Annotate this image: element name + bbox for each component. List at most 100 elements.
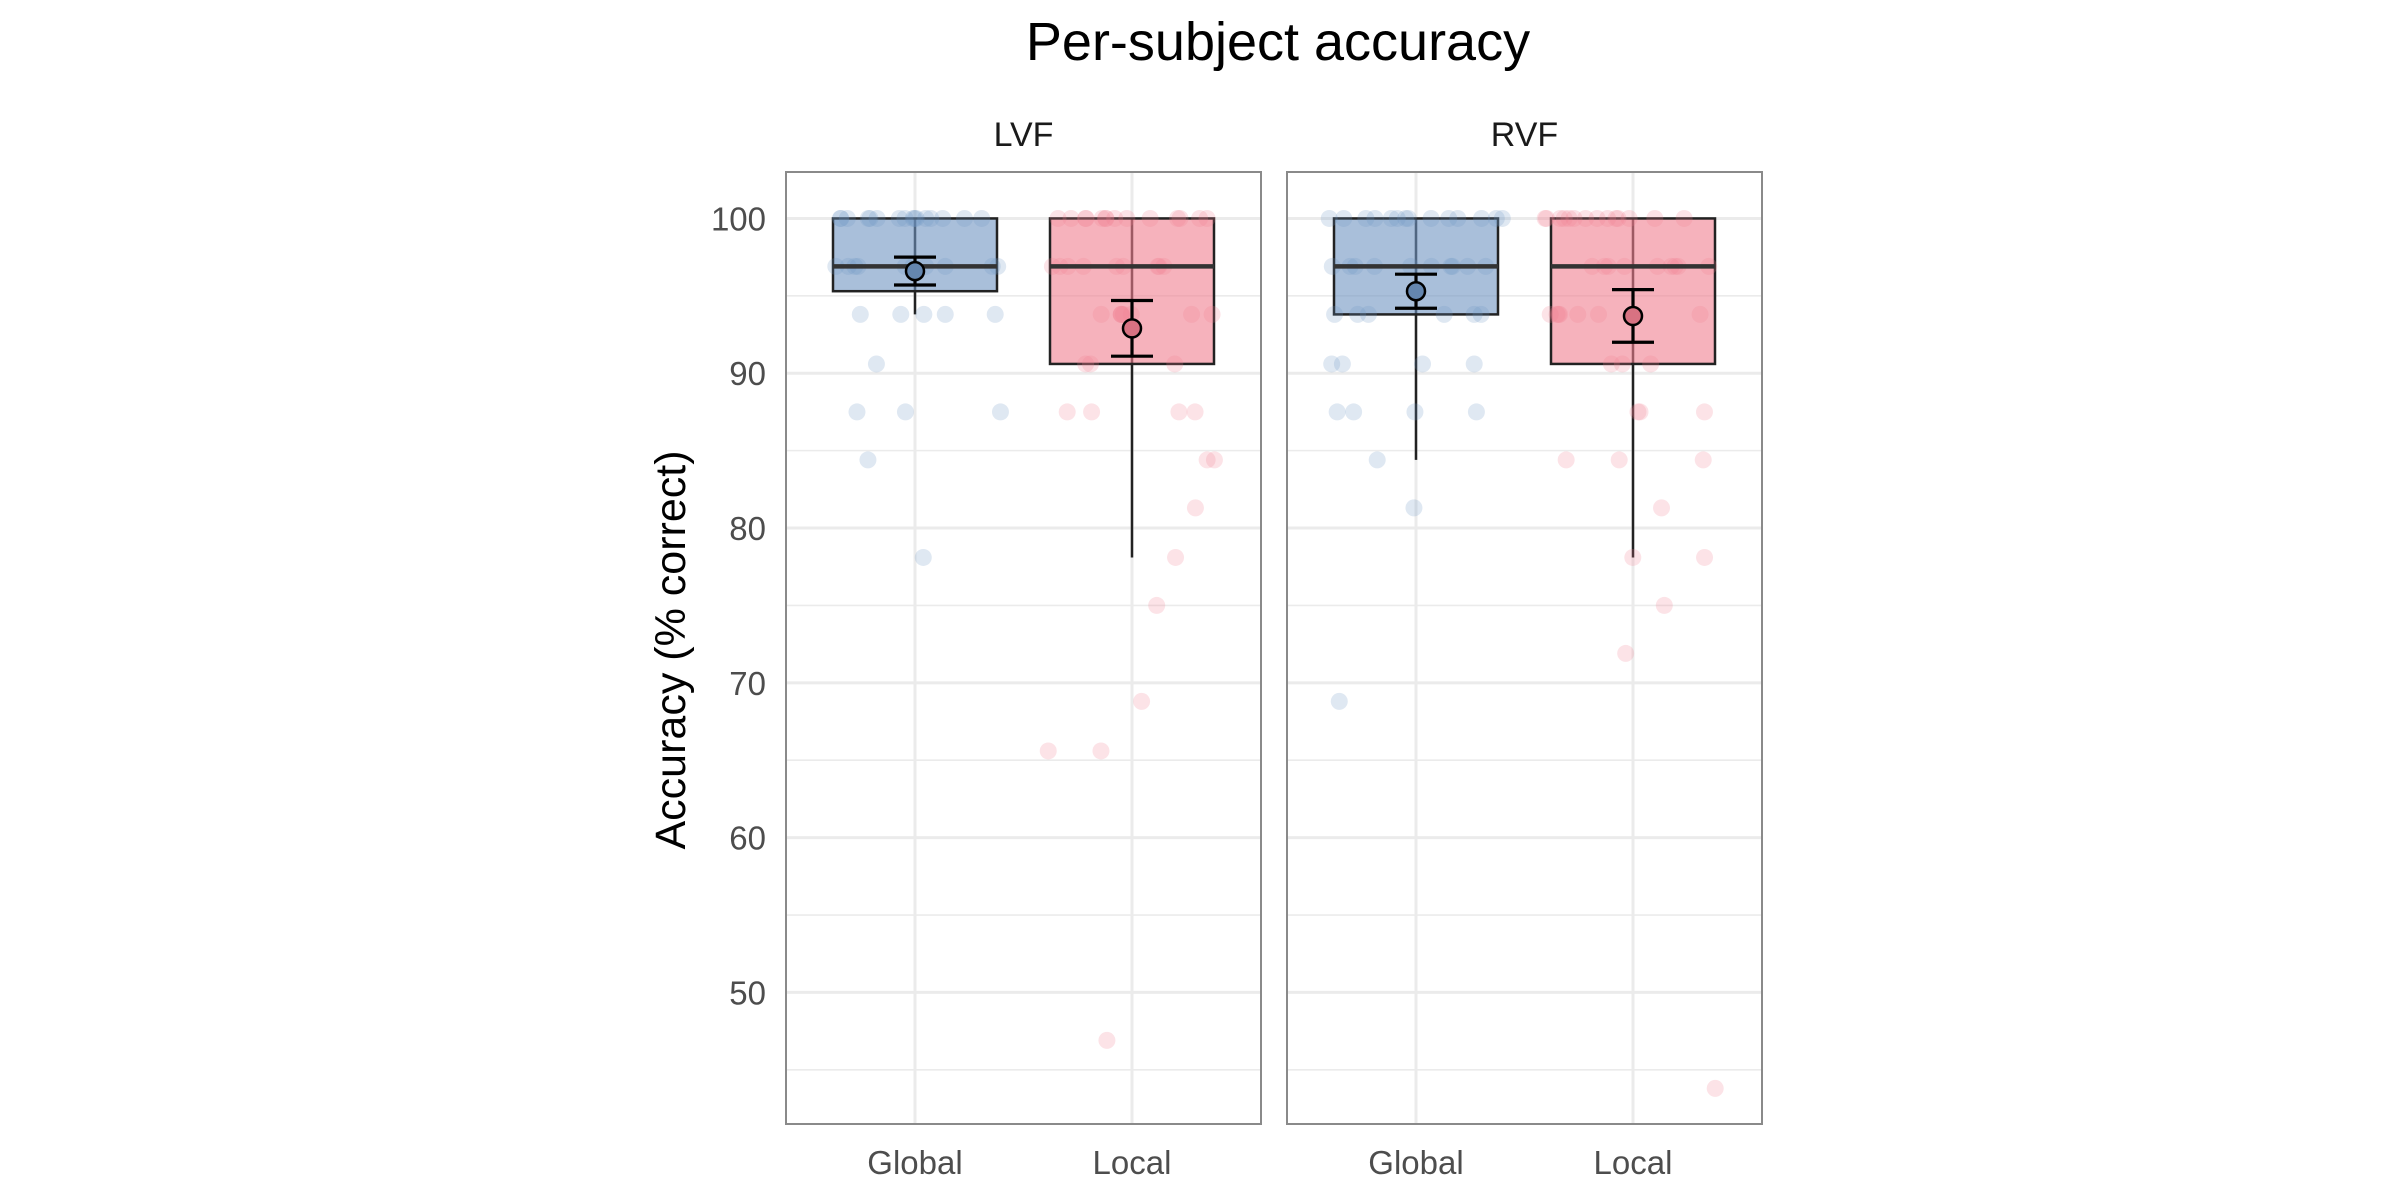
data-point	[851, 305, 869, 323]
data-point	[1191, 209, 1209, 227]
data-point	[1141, 209, 1159, 227]
data-point	[1328, 403, 1346, 421]
data-point	[906, 209, 924, 227]
data-point	[848, 403, 866, 421]
data-point	[831, 209, 849, 227]
data-point	[1646, 209, 1664, 227]
data-point	[1186, 499, 1204, 517]
group-lvf-global	[827, 209, 1009, 566]
data-point	[991, 403, 1009, 421]
y-axis-ticks: 50 60 70 80 90 100	[711, 200, 766, 1011]
data-point	[1406, 403, 1424, 421]
data-point	[1097, 209, 1115, 227]
y-tick-label: 80	[729, 510, 766, 547]
data-point	[1560, 209, 1578, 227]
data-point	[1642, 355, 1660, 373]
data-point	[1203, 305, 1221, 323]
data-point	[1609, 209, 1627, 227]
data-point	[1565, 209, 1583, 227]
data-point	[1093, 209, 1111, 227]
data-point	[1112, 305, 1130, 323]
data-point	[1323, 257, 1341, 275]
data-point	[1323, 355, 1341, 373]
data-point	[1366, 209, 1384, 227]
data-point	[1694, 451, 1712, 469]
data-point	[1706, 1079, 1724, 1097]
data-point	[1077, 209, 1095, 227]
data-point	[934, 209, 952, 227]
data-point	[1198, 451, 1216, 469]
group-rvf-global	[1320, 209, 1511, 710]
group-rvf-local	[1536, 209, 1724, 1097]
data-point	[1112, 305, 1130, 323]
data-point	[1629, 403, 1647, 421]
data-point	[1551, 305, 1569, 323]
data-point	[1465, 355, 1483, 373]
data-point	[1205, 451, 1223, 469]
data-point	[1320, 209, 1338, 227]
data-point	[1537, 209, 1555, 227]
data-point	[1691, 305, 1709, 323]
data-point	[1118, 209, 1136, 227]
data-point	[1551, 209, 1569, 227]
data-point	[892, 305, 910, 323]
data-point	[1624, 548, 1642, 566]
data-point	[1183, 305, 1201, 323]
data-point	[859, 451, 877, 469]
data-point	[861, 209, 879, 227]
data-point	[1472, 305, 1490, 323]
data-point	[1382, 209, 1400, 227]
data-point	[986, 305, 1004, 323]
data-point	[868, 209, 886, 227]
data-point	[936, 305, 954, 323]
data-point	[832, 209, 850, 227]
x-tick-label-global: Global	[867, 1144, 962, 1181]
data-point	[1599, 209, 1617, 227]
data-point	[1557, 451, 1575, 469]
data-point	[1330, 692, 1348, 710]
data-point	[1440, 209, 1458, 227]
y-tick-label: 90	[729, 355, 766, 392]
facet-panels: LVF Global Local RVF Global Local	[785, 116, 1763, 1181]
data-point	[1083, 403, 1101, 421]
data-point	[867, 355, 885, 373]
data-point	[1169, 209, 1187, 227]
facet-panel-rvf: RVF Global Local	[1286, 116, 1763, 1181]
data-point	[890, 209, 908, 227]
data-point	[1473, 209, 1491, 227]
box	[1048, 217, 1216, 366]
data-point	[917, 209, 935, 227]
data-point	[914, 548, 932, 566]
mean-point	[1405, 280, 1427, 302]
data-point	[1675, 209, 1693, 227]
y-axis-label: Accuracy (% correct)	[647, 450, 695, 849]
data-point	[907, 209, 925, 227]
data-point	[1487, 209, 1505, 227]
data-point	[904, 209, 922, 227]
data-point	[1077, 355, 1095, 373]
data-point	[1357, 209, 1375, 227]
data-point	[1106, 209, 1124, 227]
data-point	[1349, 305, 1367, 323]
data-point	[1607, 209, 1625, 227]
data-point	[1577, 209, 1595, 227]
data-point	[1613, 355, 1631, 373]
data-point	[1039, 742, 1057, 760]
data-point	[1588, 209, 1606, 227]
data-point	[1326, 305, 1344, 323]
data-point	[859, 209, 877, 227]
data-point	[1133, 692, 1151, 710]
data-point	[1148, 596, 1166, 614]
y-tick-label: 70	[729, 665, 766, 702]
data-point	[1186, 403, 1204, 421]
data-point	[1170, 403, 1188, 421]
data-point	[896, 403, 914, 421]
mean-point	[1121, 318, 1143, 339]
data-point	[1368, 451, 1386, 469]
data-point	[1333, 355, 1351, 373]
data-point	[1435, 305, 1453, 323]
x-tick-label-local: Local	[1093, 1144, 1172, 1181]
data-point	[1098, 1031, 1116, 1049]
data-point	[1536, 209, 1554, 227]
